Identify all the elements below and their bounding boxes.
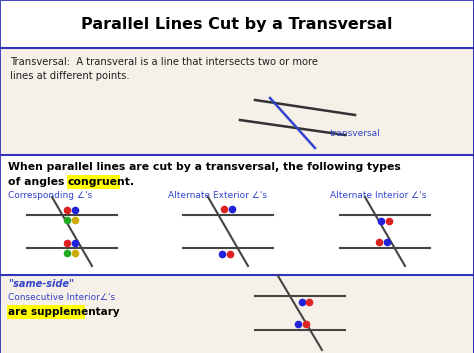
Text: transversal: transversal bbox=[330, 128, 381, 138]
Bar bbox=[1, 1, 473, 48]
Text: Consecutive Interior∠'s: Consecutive Interior∠'s bbox=[8, 293, 115, 301]
Text: "same-side": "same-side" bbox=[8, 279, 74, 289]
Text: Transversal:  A transveral is a line that intersects two or more: Transversal: A transveral is a line that… bbox=[10, 57, 318, 67]
Text: When parallel lines are cut by a transversal, the following types: When parallel lines are cut by a transve… bbox=[8, 162, 401, 172]
Text: Alternate Exterior ∠'s: Alternate Exterior ∠'s bbox=[168, 191, 267, 201]
Text: Corresponding ∠'s: Corresponding ∠'s bbox=[8, 191, 92, 201]
Text: of angles are: of angles are bbox=[8, 177, 92, 187]
Text: lines at different points.: lines at different points. bbox=[10, 71, 129, 81]
FancyBboxPatch shape bbox=[8, 305, 85, 318]
Text: Alternate Interior ∠'s: Alternate Interior ∠'s bbox=[330, 191, 427, 201]
Bar bbox=[1, 275, 473, 353]
Text: congruent.: congruent. bbox=[68, 177, 135, 187]
Text: Parallel Lines Cut by a Transversal: Parallel Lines Cut by a Transversal bbox=[81, 17, 393, 31]
Bar bbox=[1, 48, 473, 155]
Bar bbox=[1, 155, 473, 275]
FancyBboxPatch shape bbox=[67, 174, 120, 189]
Text: are supplementary: are supplementary bbox=[8, 307, 119, 317]
